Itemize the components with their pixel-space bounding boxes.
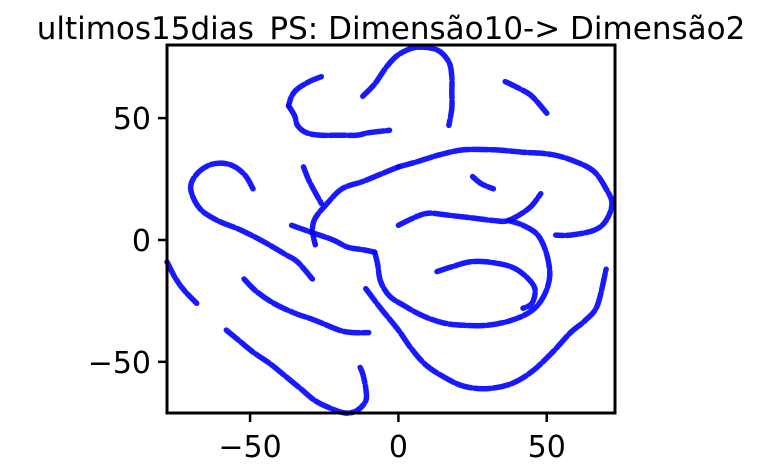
scatter-curve-6 (187, 160, 316, 282)
x-tick-label: −50 (218, 430, 281, 465)
scatter-curve-17 (363, 266, 609, 392)
scatter-curve-12 (434, 258, 538, 311)
scatter-curve-8 (469, 173, 497, 192)
y-tick-label: 0 (132, 224, 151, 259)
scatter-curve-11 (395, 146, 615, 239)
scatter-curve-15 (241, 276, 372, 336)
plot-frame (165, 43, 617, 415)
scatter-curve-13 (371, 217, 553, 329)
x-tick-label: 50 (528, 430, 566, 465)
chart-title: ultimos15dias_PS: Dimensão10-> Dimensão2 (37, 11, 746, 47)
scatter-curve-2 (285, 73, 325, 109)
scatter-curve-16 (223, 327, 370, 416)
y-tick-label: −50 (88, 346, 151, 381)
scatter-curve-4 (502, 78, 550, 116)
scatter-curve-1 (285, 103, 393, 139)
axis-ticks: −50 0 50 −50 0 50 (88, 102, 566, 465)
x-tick-label: 0 (389, 430, 408, 465)
y-tick-label: 50 (113, 102, 151, 137)
scatter-curve-7 (288, 222, 378, 255)
scatter-curve-14 (164, 259, 200, 307)
plot-area (164, 44, 615, 416)
scatter-curve-10 (309, 164, 402, 248)
scatter-curve-9 (395, 190, 544, 229)
scatter-curve-5 (300, 164, 325, 207)
scatter-curve-3 (360, 44, 455, 129)
